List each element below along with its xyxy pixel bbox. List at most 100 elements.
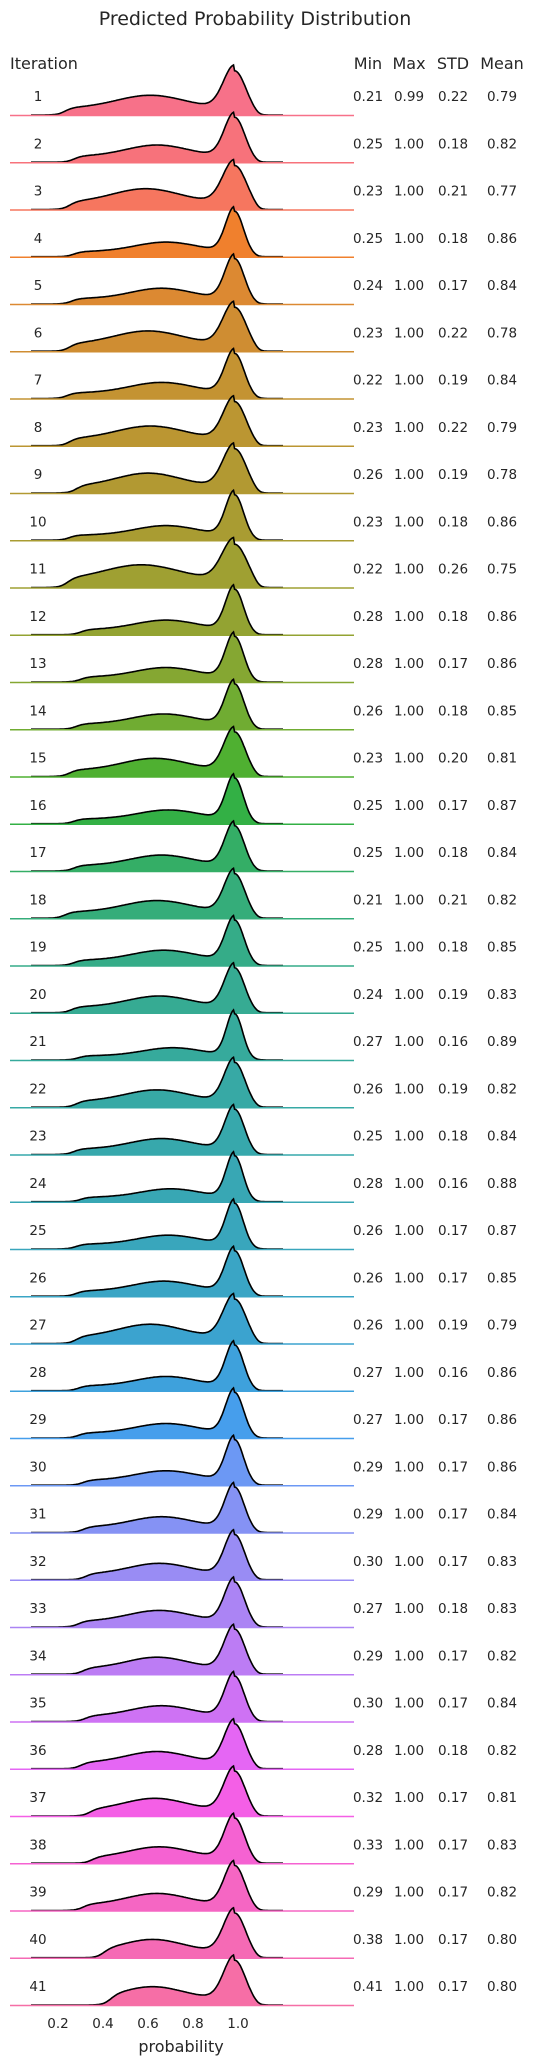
ridge-row: 17 0.25 1.00 0.18 0.84	[10, 819, 517, 873]
ridge-row: 3 0.23 1.00 0.21 0.77	[10, 158, 517, 211]
stat-mean: 0.86	[487, 231, 517, 247]
ridge-row: 39 0.29 1.00 0.17 0.82	[10, 1859, 517, 1912]
stat-header-std: STD	[437, 54, 469, 73]
row-label: 24	[29, 1176, 46, 1192]
stat-mean: 0.83	[487, 1554, 517, 1570]
ridge-outline	[31, 347, 283, 400]
stat-std: 0.17	[438, 1790, 468, 1806]
stat-min: 0.28	[353, 1176, 383, 1192]
ridge-row: 7 0.22 1.00 0.19 0.84	[10, 347, 517, 400]
stat-min: 0.23	[353, 184, 383, 200]
stat-std: 0.18	[438, 703, 468, 719]
stat-std: 0.19	[438, 1081, 468, 1097]
row-label: 36	[29, 1743, 46, 1759]
stat-min: 0.29	[353, 1459, 383, 1475]
row-label: 3	[34, 184, 43, 200]
ridge-row: 9 0.26 1.00 0.19 0.78	[10, 441, 517, 495]
stat-max: 1.00	[394, 1365, 424, 1381]
ridge-outline	[31, 1244, 283, 1297]
ridge-row: 35 0.30 1.00 0.17 0.84	[10, 1670, 517, 1723]
ridge-row: 19 0.25 1.00 0.18 0.85	[10, 914, 517, 967]
stat-mean: 0.84	[487, 1129, 517, 1145]
ridge-row: 18 0.21 1.00 0.21 0.82	[10, 867, 517, 920]
ridge-row: 26 0.26 1.00 0.17 0.85	[10, 1244, 517, 1298]
stat-min: 0.26	[353, 1270, 383, 1286]
ridge-row: 6 0.23 1.00 0.22 0.78	[10, 300, 517, 353]
x-tick-label: 0.6	[137, 2016, 158, 2032]
stat-min: 0.21	[353, 892, 383, 908]
stat-std: 0.17	[438, 278, 468, 294]
stat-mean: 0.82	[487, 1648, 517, 1664]
stat-max: 1.00	[394, 1129, 424, 1145]
ridge-outline	[31, 1150, 283, 1203]
ridges-group: 1 0.21 0.99 0.22 0.792 0.25 1.00 0.18 0.823 0.23 1…	[10, 63, 517, 2007]
ridge-outline	[31, 488, 283, 541]
ridge-fill	[31, 1057, 283, 1108]
stat-mean: 0.81	[487, 751, 517, 767]
stat-min: 0.29	[353, 1885, 383, 1901]
stat-max: 1.00	[394, 1507, 424, 1523]
stat-min: 0.28	[353, 609, 383, 625]
ridge-outline	[31, 1197, 283, 1250]
ridge-outline	[31, 1481, 283, 1534]
stat-std: 0.18	[438, 1743, 468, 1759]
stat-max: 1.00	[394, 751, 424, 767]
stat-max: 1.00	[394, 656, 424, 672]
ridge-fill	[31, 1293, 283, 1344]
stat-min: 0.26	[353, 703, 383, 719]
stat-mean: 0.82	[487, 136, 517, 152]
stat-std: 0.18	[438, 609, 468, 625]
ridge-fill	[31, 726, 283, 777]
stat-max: 1.00	[394, 1885, 424, 1901]
ridge-row: 33 0.27 1.00 0.18 0.83	[10, 1575, 517, 1629]
stat-mean: 0.80	[487, 1979, 517, 1995]
ridge-outline	[31, 1528, 283, 1581]
row-label: 25	[29, 1223, 46, 1239]
stat-std: 0.17	[438, 1412, 468, 1428]
stat-std: 0.17	[438, 1979, 468, 1995]
stat-mean: 0.79	[487, 89, 517, 105]
row-label: 27	[29, 1318, 46, 1334]
ridge-fill	[31, 1955, 283, 2005]
stat-mean: 0.84	[487, 278, 517, 294]
ridge-fill	[31, 1577, 283, 1627]
row-label: 1	[34, 89, 43, 105]
ridge-row: 20 0.24 1.00 0.19 0.83	[10, 961, 517, 1014]
ridge-fill	[31, 773, 283, 824]
stat-std: 0.16	[438, 1034, 468, 1050]
stat-min: 0.41	[353, 1979, 383, 1995]
stat-std: 0.17	[438, 1507, 468, 1523]
stat-mean: 0.82	[487, 1081, 517, 1097]
stat-std: 0.18	[438, 514, 468, 530]
ridge-row: 14 0.26 1.00 0.18 0.85	[10, 677, 517, 731]
row-label: 7	[34, 373, 43, 389]
row-label: 14	[29, 703, 46, 719]
stat-std: 0.16	[438, 1176, 468, 1192]
ridge-fill	[31, 490, 283, 541]
ridge-outline	[31, 819, 283, 872]
row-label: 29	[29, 1412, 46, 1428]
stat-std: 0.17	[438, 656, 468, 672]
stat-mean: 0.83	[487, 1601, 517, 1617]
ridge-outline	[31, 725, 283, 778]
stat-std: 0.18	[438, 231, 468, 247]
stat-mean: 0.88	[487, 1176, 517, 1192]
stat-max: 1.00	[394, 1081, 424, 1097]
stat-max: 1.00	[394, 1318, 424, 1334]
stat-mean: 0.86	[487, 514, 517, 530]
ridge-fill	[31, 65, 283, 115]
ridge-fill	[31, 1151, 283, 1202]
ridge-outline	[31, 536, 283, 589]
stat-max: 1.00	[394, 1648, 424, 1664]
row-label: 26	[29, 1270, 46, 1286]
stat-min: 0.27	[353, 1365, 383, 1381]
stat-min: 0.33	[353, 1837, 383, 1853]
ridge-row: 41 0.41 1.00 0.17 0.80	[10, 1953, 517, 2007]
ridge-outline	[31, 1575, 283, 1628]
ridge-row: 36 0.28 1.00 0.18 0.82	[10, 1717, 517, 1770]
row-label: 21	[29, 1034, 46, 1050]
ridge-fill	[31, 206, 283, 257]
stat-min: 0.32	[353, 1790, 383, 1806]
ridge-outline	[31, 961, 283, 1014]
ridge-row: 12 0.28 1.00 0.18 0.86	[10, 583, 517, 636]
